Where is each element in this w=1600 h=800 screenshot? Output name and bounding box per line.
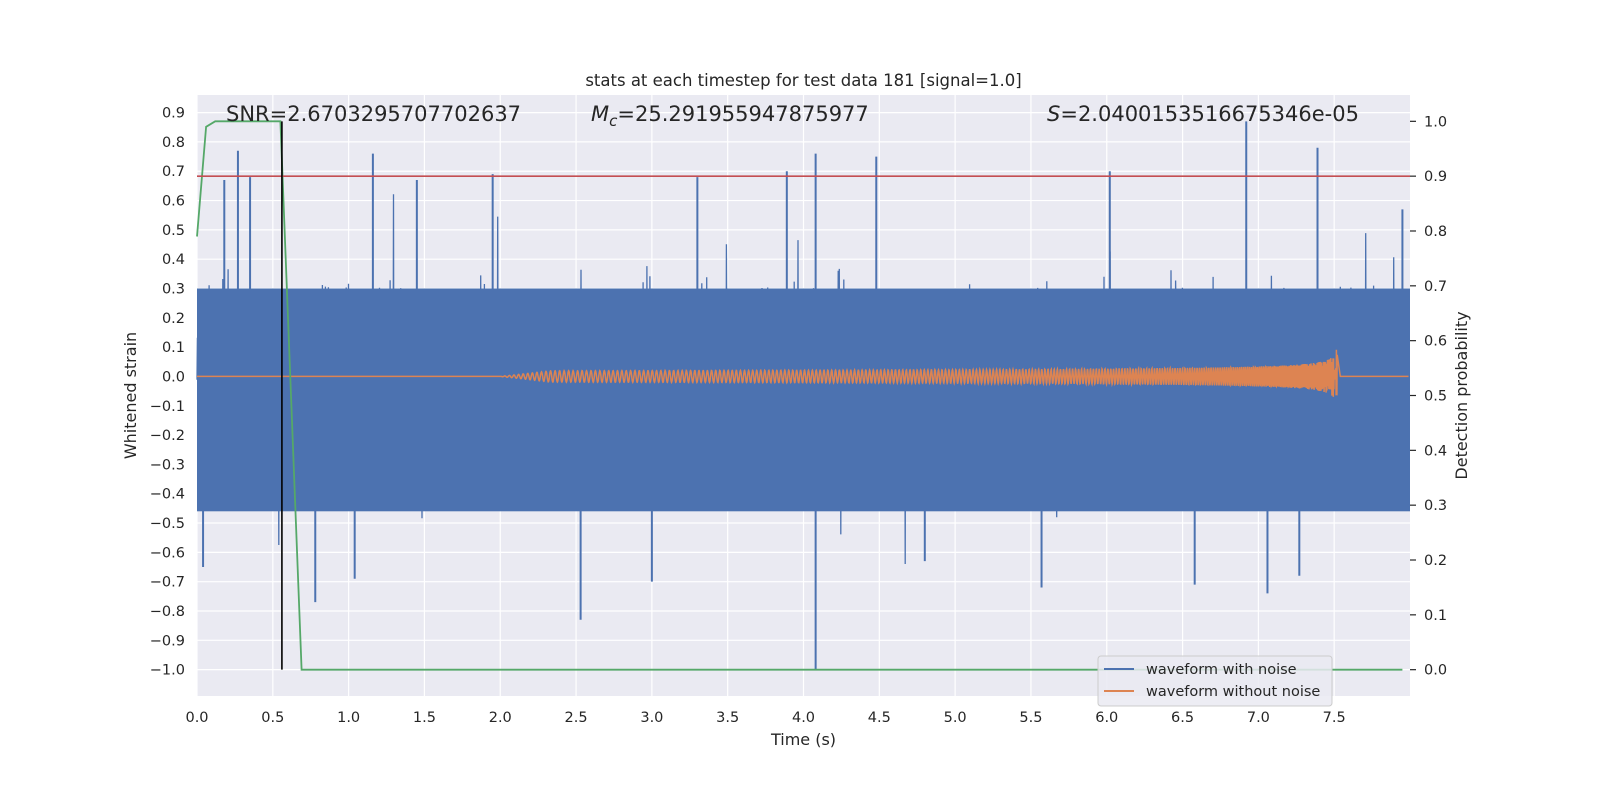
y-tick-label: 0.2 (162, 311, 185, 327)
y-tick-label: 0.8 (162, 135, 185, 151)
y2-tick-label: 1.0 (1424, 114, 1447, 130)
s-annotation: S=2.0400153516675346e-05 (1047, 102, 1359, 126)
y2-tick-label: 0.7 (1424, 279, 1447, 295)
x-tick-label: 6.0 (1095, 710, 1118, 726)
y-tick-label: 0.0 (162, 369, 185, 385)
y2-tick-label: 0.9 (1424, 169, 1447, 185)
legend-box (1097, 655, 1333, 707)
snr-annotation: SNR=2.6703295707702637 (226, 102, 521, 126)
legend: waveform with noise waveform without noi… (1097, 655, 1333, 707)
x-tick-label: 7.0 (1247, 710, 1270, 726)
x-tick-label: 0.0 (185, 710, 208, 726)
y-tick-label: −0.5 (150, 516, 185, 532)
probability-trace (196, 120, 1403, 671)
y-tick-label: −0.7 (150, 575, 185, 591)
x-tick-label: 4.5 (868, 710, 891, 726)
x-axis-label: Time (s) (770, 730, 836, 749)
x-tick-label: 4.0 (792, 710, 815, 726)
y2-tick-label: 0.5 (1424, 389, 1447, 405)
y-tick-label: −0.6 (150, 545, 185, 561)
x-tick-label: 1.5 (413, 710, 436, 726)
x-tick-label: 6.5 (1171, 710, 1194, 726)
series-waveform-with-noise (196, 121, 1410, 670)
markers (197, 121, 1410, 670)
y-tick-label: −0.1 (150, 399, 185, 415)
y2-tick-label: 0.0 (1424, 663, 1447, 679)
y-tick-label: −1.0 (150, 663, 185, 679)
chirp-mass-annotation: Mc=25.291955947875977 (591, 102, 869, 130)
y-tick-label: 0.4 (162, 252, 185, 268)
chart-title: stats at each timestep for test data 181… (585, 71, 1021, 90)
y-tick-label: −0.8 (150, 604, 185, 620)
x-tick-label: 3.0 (640, 710, 663, 726)
x-tick-label: 7.5 (1323, 710, 1346, 726)
y2-tick-label: 0.8 (1424, 224, 1447, 240)
legend-label-noise: waveform with noise (1146, 662, 1297, 678)
x-tick-label: 3.5 (716, 710, 739, 726)
tick-labels: 0.0 0.5 1.0 1.5 2.0 2.5 3.0 3.5 4.0 4.5 5.0 5.5 6.0 6… (150, 106, 1447, 726)
chirp-mass-value: =25.291955947875977 (617, 102, 868, 126)
y2-tick-label: 0.6 (1424, 334, 1447, 350)
y-axis-label: Whitened strain (121, 332, 140, 459)
y-tick-label: −0.2 (150, 428, 185, 444)
x-tick-label: 2.5 (565, 710, 588, 726)
x-tick-label: 5.5 (1019, 710, 1042, 726)
chirp-mass-symbol: M (591, 102, 609, 126)
y2-axis-label: Detection probability (1452, 311, 1471, 479)
x-tick-label: 5.0 (944, 710, 967, 726)
noise-core-band (197, 288, 1410, 512)
y-tick-label: 0.9 (162, 106, 185, 122)
y2-tick-label: 0.2 (1424, 553, 1447, 569)
y-tick-label: 0.7 (162, 164, 185, 180)
y-tick-label: −0.4 (150, 487, 185, 503)
y-tick-label: −0.3 (150, 457, 185, 473)
legend-label-clean: waveform without noise (1146, 684, 1320, 700)
y-tick-label: 0.6 (162, 194, 185, 210)
y2-tick-label: 0.1 (1424, 608, 1447, 624)
chirp-trace (197, 349, 1409, 397)
chirp-mass-subscript: c (609, 112, 618, 130)
y-tick-label: 0.1 (162, 340, 185, 356)
series-waveform-without-noise (197, 349, 1409, 397)
x-tick-label: 2.0 (489, 710, 512, 726)
y-tick-label: 0.3 (162, 281, 185, 297)
y2-tick-label: 0.4 (1424, 443, 1447, 459)
x-tick-label: 1.0 (337, 710, 360, 726)
s-symbol: S (1047, 102, 1060, 126)
s-value: =2.0400153516675346e-05 (1060, 102, 1359, 126)
x-tick-label: 0.5 (261, 710, 284, 726)
y-tick-label: −0.9 (150, 633, 185, 649)
y-tick-label: 0.5 (162, 223, 185, 239)
y2-tick-label: 0.3 (1424, 498, 1447, 514)
series-detection-probability (196, 120, 1403, 671)
